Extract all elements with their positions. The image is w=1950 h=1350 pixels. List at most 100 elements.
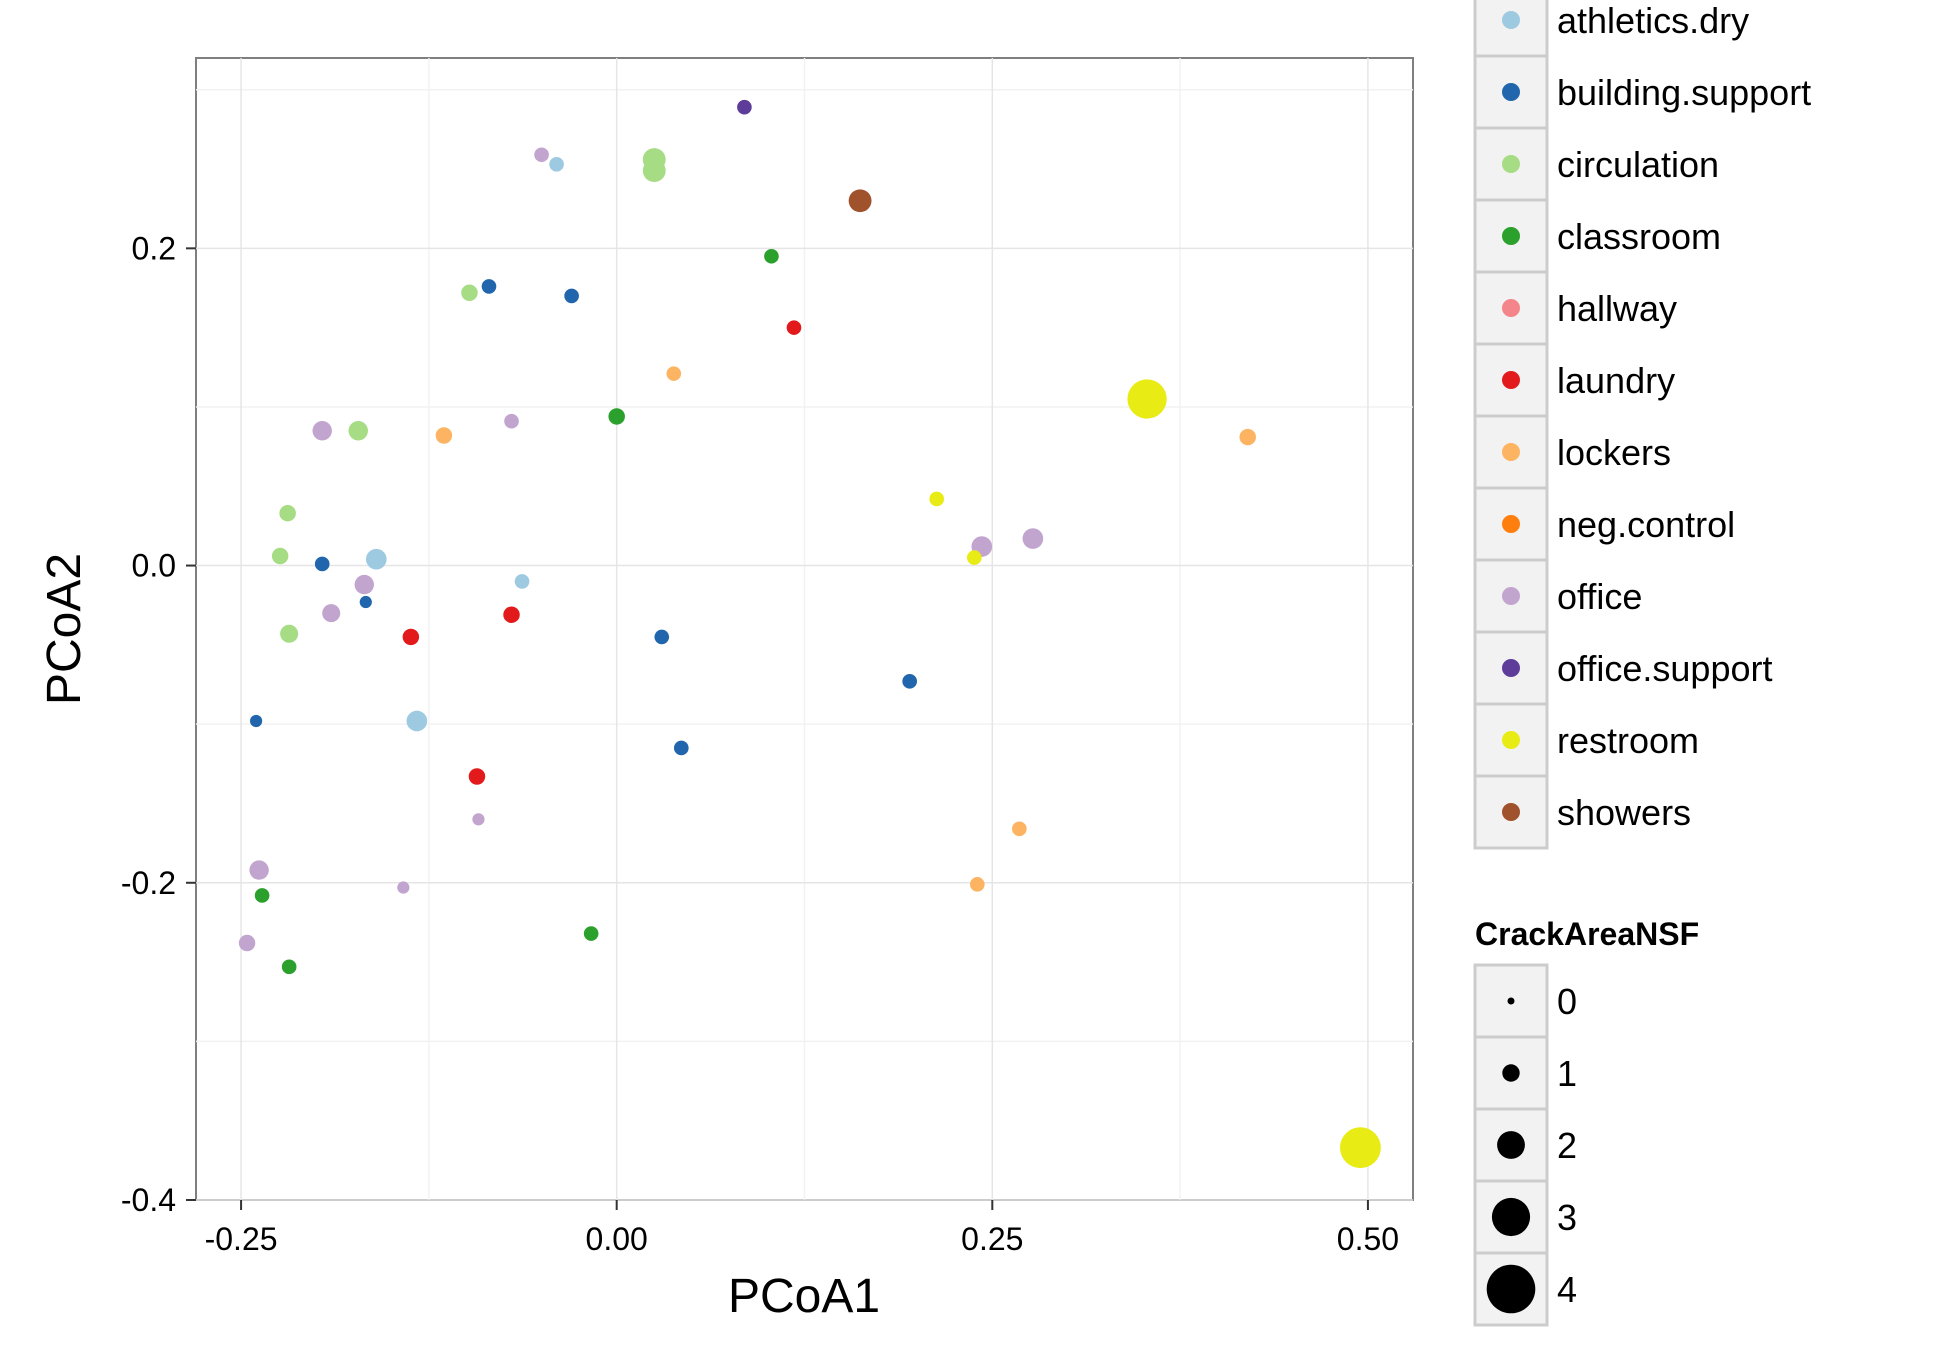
legend-key-dot — [1502, 371, 1520, 389]
legend-label: office — [1557, 576, 1642, 617]
legend-key-dot — [1502, 515, 1520, 533]
y-tick-label: -0.4 — [121, 1182, 176, 1218]
data-point — [1022, 528, 1044, 549]
size-legend-label: 4 — [1557, 1269, 1577, 1310]
data-point — [461, 284, 478, 301]
data-point — [764, 248, 779, 264]
size-legend-label: 1 — [1557, 1053, 1577, 1094]
size-legend: 0 1 2 3 4 — [1473, 963, 1577, 1327]
data-point — [564, 288, 579, 304]
data-point — [354, 574, 374, 595]
data-point — [1340, 1127, 1381, 1169]
x-tick-label: 0.00 — [586, 1221, 648, 1257]
y-axis: -0.4 -0.2 0.0 0.2 — [121, 230, 196, 1218]
data-point — [654, 629, 670, 645]
data-point — [1239, 428, 1256, 446]
y-axis-title: PCoA2 — [38, 553, 91, 705]
legend-key-dot — [1502, 659, 1520, 677]
legend-label: circulation — [1557, 144, 1719, 185]
legend-key-dot — [1502, 299, 1520, 317]
data-point — [472, 813, 485, 826]
data-point — [406, 710, 428, 732]
legend-key-dot — [1502, 587, 1520, 605]
legend-key-dot — [1502, 83, 1520, 101]
legend-key-dot — [1502, 155, 1520, 173]
data-point — [966, 550, 982, 565]
data-point — [348, 421, 368, 441]
size-legend-label: 0 — [1557, 981, 1577, 1022]
legend-key-dot — [1502, 443, 1520, 461]
x-tick-label: -0.25 — [205, 1221, 278, 1257]
size-key-dot — [1497, 1131, 1525, 1159]
data-point — [397, 881, 410, 894]
size-legend-label: 3 — [1557, 1197, 1577, 1238]
data-point — [969, 877, 985, 892]
data-point — [786, 320, 802, 335]
data-point — [673, 740, 689, 756]
data-point — [666, 366, 682, 381]
data-point — [468, 768, 486, 785]
data-point — [281, 959, 297, 975]
data-point — [365, 548, 387, 570]
data-point — [238, 934, 256, 952]
data-point — [359, 595, 372, 609]
data-point — [503, 606, 520, 623]
legend-key-dot — [1502, 731, 1520, 749]
data-point — [314, 556, 330, 572]
color-legend: athletics.dry building.support circulation… — [1473, 0, 1811, 850]
data-point — [271, 547, 289, 565]
legend-key-dot — [1502, 803, 1520, 821]
size-legend-title: CrackAreaNSF — [1475, 916, 1699, 952]
data-point — [254, 888, 270, 903]
data-points — [238, 99, 1381, 1169]
size-key-dot — [1502, 1064, 1520, 1082]
data-point — [534, 147, 549, 163]
data-point — [249, 860, 269, 880]
legend-label: neg.control — [1557, 504, 1735, 545]
data-point — [402, 628, 420, 646]
data-point — [481, 279, 497, 294]
major-grid — [196, 58, 1413, 1201]
data-point — [642, 159, 666, 183]
data-point — [322, 604, 341, 623]
legend-label: office.support — [1557, 648, 1772, 689]
x-axis-title: PCoA1 — [728, 1270, 880, 1323]
data-point — [279, 504, 296, 522]
y-tick-label: 0.0 — [132, 548, 176, 584]
legend-label: athletics.dry — [1557, 0, 1749, 41]
data-point — [249, 714, 263, 728]
y-tick-label: 0.2 — [132, 230, 176, 266]
legend-label: building.support — [1557, 72, 1811, 113]
data-point — [902, 674, 917, 689]
size-legend-label: 2 — [1557, 1125, 1577, 1166]
data-point — [929, 491, 945, 507]
x-axis: -0.25 0.00 0.25 0.50 — [205, 1200, 1399, 1257]
legend-label: classroom — [1557, 216, 1721, 257]
x-tick-label: 0.25 — [961, 1221, 1023, 1257]
legend-label: lockers — [1557, 432, 1671, 473]
x-tick-label: 0.50 — [1337, 1221, 1399, 1257]
data-point — [549, 156, 564, 172]
legend-label: hallway — [1557, 288, 1677, 329]
legend-label: showers — [1557, 792, 1691, 833]
data-point — [583, 926, 599, 941]
legend-key-dot — [1502, 11, 1520, 29]
data-point — [1012, 821, 1027, 837]
data-point — [435, 427, 453, 444]
data-point — [504, 413, 519, 429]
size-key-dot — [1507, 997, 1515, 1005]
data-point — [737, 99, 752, 115]
size-key-dot — [1491, 1197, 1531, 1237]
data-point — [1127, 379, 1167, 419]
data-point — [312, 421, 332, 441]
size-key-dot — [1486, 1264, 1536, 1314]
legend-label: restroom — [1557, 720, 1699, 761]
legend-key-box — [1473, 558, 1549, 634]
data-point — [608, 408, 625, 425]
legend-label: laundry — [1557, 360, 1675, 401]
data-point — [848, 189, 872, 213]
y-tick-label: -0.2 — [121, 865, 176, 901]
data-point — [280, 624, 299, 643]
data-point — [514, 574, 530, 589]
